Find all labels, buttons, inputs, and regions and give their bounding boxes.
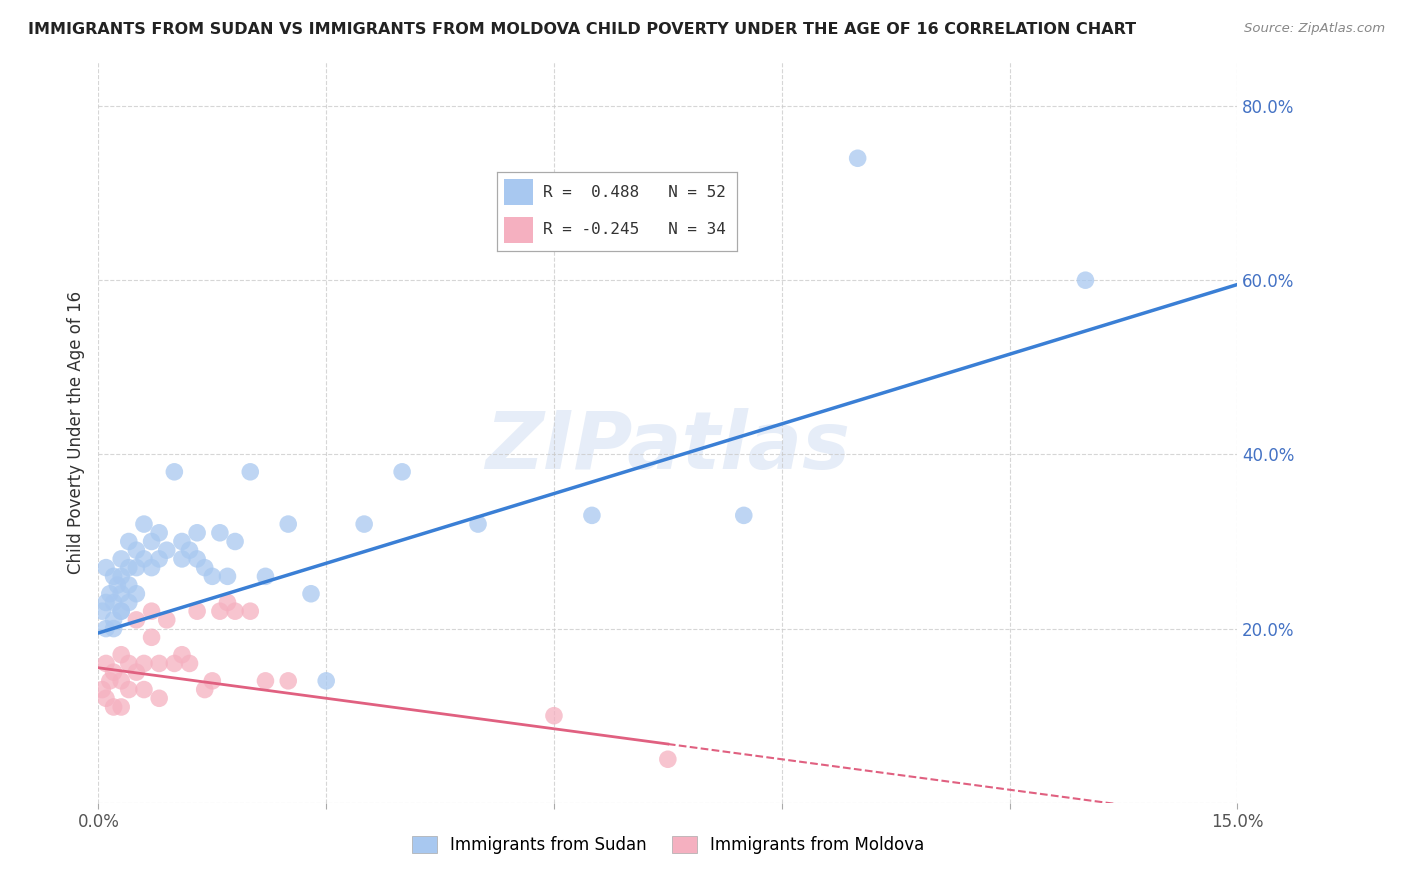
Point	[132, 657, 155, 671]
Point	[543, 708, 565, 723]
Point	[163, 465, 186, 479]
Point	[170, 648, 193, 662]
Point	[103, 700, 125, 714]
Point	[110, 552, 132, 566]
Text: ZIPatlas: ZIPatlas	[485, 409, 851, 486]
Point	[733, 508, 755, 523]
Point	[217, 569, 239, 583]
Point	[277, 517, 299, 532]
Point	[156, 613, 179, 627]
Point	[467, 517, 489, 532]
Bar	[505, 178, 533, 205]
Text: R =  0.488   N = 52: R = 0.488 N = 52	[543, 185, 725, 200]
Point	[315, 673, 337, 688]
Point	[118, 682, 141, 697]
Point	[110, 569, 132, 583]
Point	[118, 560, 141, 574]
Point	[125, 543, 148, 558]
Point	[103, 622, 125, 636]
Point	[110, 604, 132, 618]
Y-axis label: Child Poverty Under the Age of 16: Child Poverty Under the Age of 16	[66, 291, 84, 574]
Point	[224, 534, 246, 549]
Point	[163, 657, 186, 671]
Point	[110, 673, 132, 688]
Point	[110, 700, 132, 714]
Point	[208, 604, 231, 618]
Point	[103, 569, 125, 583]
Point	[217, 595, 239, 609]
Point	[224, 604, 246, 618]
Point	[141, 604, 163, 618]
Point	[1074, 273, 1097, 287]
Point	[201, 569, 224, 583]
Point	[141, 630, 163, 644]
Point	[125, 613, 148, 627]
Point	[91, 682, 114, 697]
Point	[148, 525, 170, 540]
Point	[110, 587, 132, 601]
Point	[94, 657, 117, 671]
Text: IMMIGRANTS FROM SUDAN VS IMMIGRANTS FROM MOLDOVA CHILD POVERTY UNDER THE AGE OF : IMMIGRANTS FROM SUDAN VS IMMIGRANTS FROM…	[28, 22, 1136, 37]
Point	[110, 604, 132, 618]
Point	[391, 465, 413, 479]
Point	[148, 691, 170, 706]
Point	[179, 657, 201, 671]
Point	[132, 552, 155, 566]
Point	[94, 595, 117, 609]
Point	[118, 578, 141, 592]
Point	[239, 604, 262, 618]
Point	[118, 657, 141, 671]
Point	[194, 682, 217, 697]
Point	[254, 569, 277, 583]
Point	[107, 578, 129, 592]
Point	[657, 752, 679, 766]
Point	[132, 682, 155, 697]
Point	[125, 587, 148, 601]
Point	[170, 534, 193, 549]
Point	[156, 543, 179, 558]
Bar	[505, 217, 533, 244]
Point	[239, 465, 262, 479]
Point	[186, 552, 208, 566]
Point	[103, 665, 125, 680]
Point	[118, 534, 141, 549]
Point	[201, 673, 224, 688]
Point	[132, 517, 155, 532]
Point	[94, 691, 117, 706]
Point	[141, 534, 163, 549]
Point	[94, 560, 117, 574]
Point	[148, 657, 170, 671]
Point	[208, 525, 231, 540]
Point	[179, 543, 201, 558]
Point	[103, 613, 125, 627]
Point	[94, 622, 117, 636]
Point	[125, 665, 148, 680]
Point	[103, 595, 125, 609]
Point	[186, 525, 208, 540]
Point	[118, 595, 141, 609]
Point	[846, 151, 869, 165]
Legend: Immigrants from Sudan, Immigrants from Moldova: Immigrants from Sudan, Immigrants from M…	[405, 830, 931, 861]
Point	[110, 648, 132, 662]
Text: Source: ZipAtlas.com: Source: ZipAtlas.com	[1244, 22, 1385, 36]
Point	[299, 587, 322, 601]
Point	[91, 604, 114, 618]
Point	[141, 560, 163, 574]
Point	[148, 552, 170, 566]
Point	[254, 673, 277, 688]
Point	[194, 560, 217, 574]
Point	[581, 508, 603, 523]
Point	[170, 552, 193, 566]
Point	[277, 673, 299, 688]
Point	[98, 673, 121, 688]
Point	[125, 560, 148, 574]
Point	[186, 604, 208, 618]
Point	[98, 587, 121, 601]
Point	[353, 517, 375, 532]
Text: R = -0.245   N = 34: R = -0.245 N = 34	[543, 222, 725, 237]
